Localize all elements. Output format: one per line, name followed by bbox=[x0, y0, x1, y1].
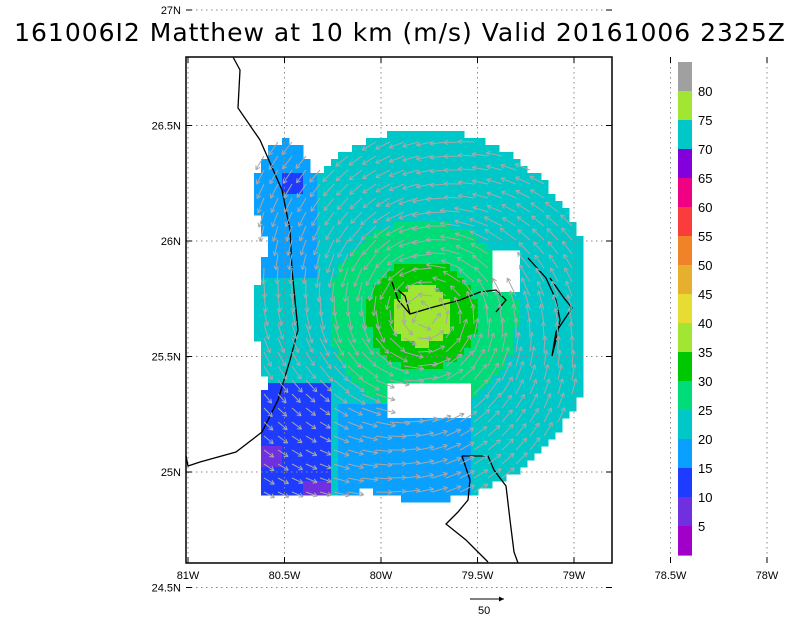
colorbar-swatch bbox=[678, 439, 692, 469]
colorbar-label: 45 bbox=[698, 287, 712, 302]
wind-vector-arrows bbox=[255, 138, 578, 499]
colorbar-swatch bbox=[678, 265, 692, 295]
colorbar-swatch bbox=[678, 352, 692, 382]
colorbar-swatch bbox=[678, 62, 692, 92]
colorbar-swatch bbox=[678, 91, 692, 121]
lon-tick-label: 78W bbox=[756, 570, 779, 582]
reference-vector: 50 bbox=[470, 596, 504, 617]
lon-tick-label: 79W bbox=[563, 570, 586, 582]
colorbar-swatch bbox=[678, 236, 692, 266]
lat-tick-label: 27N bbox=[161, 5, 181, 17]
lon-tick-label: 78.5W bbox=[655, 570, 687, 582]
colorbar-swatch bbox=[678, 294, 692, 324]
colorbar-label: 60 bbox=[698, 200, 712, 215]
plot-frame bbox=[185, 56, 613, 564]
colorbar-swatch bbox=[678, 497, 692, 527]
colorbar-swatch bbox=[678, 468, 692, 498]
colorbar-label: 40 bbox=[698, 316, 712, 331]
lon-tick-label: 80W bbox=[370, 570, 393, 582]
lat-tick-label: 25N bbox=[161, 467, 181, 479]
colorbar-swatch bbox=[678, 149, 692, 179]
colorbar-label: 70 bbox=[698, 142, 712, 157]
colorbar-label: 50 bbox=[698, 258, 712, 273]
colorbar-label: 30 bbox=[698, 374, 712, 389]
colorbar-swatch bbox=[678, 323, 692, 353]
colorbar-swatch bbox=[678, 526, 692, 556]
colorbar-label: 35 bbox=[698, 345, 712, 360]
colorbar-label: 10 bbox=[698, 490, 712, 505]
axis-ticks: 28.5N28N27.5N27N26.5N26N25.5N25N24.5N81W… bbox=[152, 5, 779, 595]
colorbar-label: 75 bbox=[698, 113, 712, 128]
colorbar-swatch bbox=[678, 207, 692, 237]
colorbar-label: 5 bbox=[698, 519, 705, 534]
colorbar: 5 10 15 20 25 30 35 40 45 50 55 60 65 70 75 80 bbox=[678, 62, 712, 556]
colorbar-swatch bbox=[678, 120, 692, 150]
colorbar-label: 65 bbox=[698, 171, 712, 186]
lon-tick-label: 81W bbox=[177, 570, 200, 582]
wind-speed-shading bbox=[254, 131, 584, 503]
lat-tick-label: 26N bbox=[161, 236, 181, 248]
colorbar-label: 20 bbox=[698, 432, 712, 447]
lon-tick-label: 80.5W bbox=[269, 570, 301, 582]
colorbar-swatch bbox=[678, 381, 692, 411]
plot-title: 161006I2 Matthew at 10 km (m/s) Valid 20… bbox=[14, 18, 786, 47]
lat-tick-label: 26.5N bbox=[152, 121, 181, 133]
colorbar-label: 55 bbox=[698, 229, 712, 244]
reference-vector-label: 50 bbox=[478, 605, 490, 617]
colorbar-swatch bbox=[678, 410, 692, 440]
colorbar-label: 25 bbox=[698, 403, 712, 418]
lat-tick-label: 25.5N bbox=[152, 352, 181, 364]
colorbar-label: 80 bbox=[698, 84, 712, 99]
lat-tick-label: 24.5N bbox=[152, 583, 181, 595]
colorbar-swatch bbox=[678, 178, 692, 208]
colorbar-label: 15 bbox=[698, 461, 712, 476]
lat-lon-grid bbox=[186, 9, 768, 588]
coastline bbox=[185, 56, 573, 564]
lon-tick-label: 79.5W bbox=[462, 570, 494, 582]
